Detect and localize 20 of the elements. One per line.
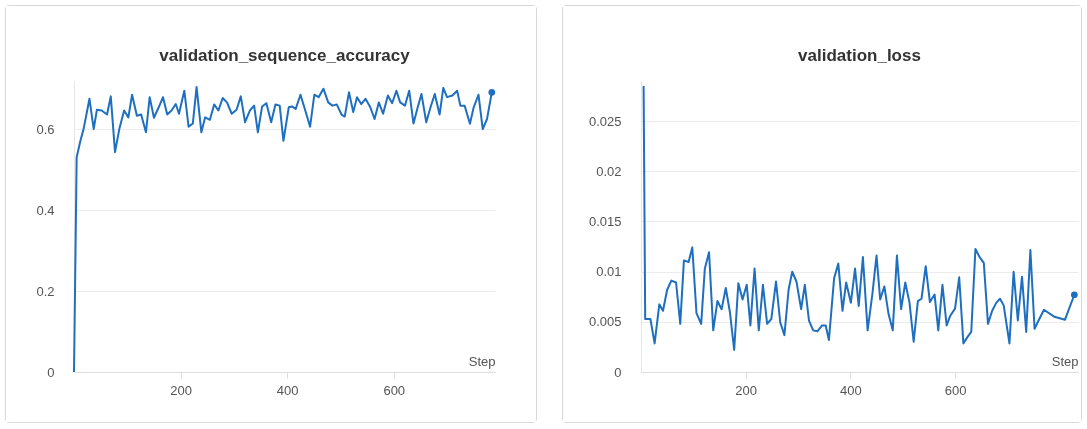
y-tick-label: 0.01 <box>596 264 622 280</box>
x-axis-title: Step <box>468 353 496 369</box>
x-tick-label: 400 <box>276 382 299 398</box>
y-tick-label: 0 <box>47 364 55 380</box>
x-axis-title: Step <box>1051 353 1079 369</box>
y-tick-label: 0.4 <box>36 202 55 218</box>
y-tick-label: 0.6 <box>36 122 55 137</box>
chart-title: validation_sequence_accuracy <box>159 46 411 65</box>
x-tick-label: 600 <box>944 382 967 398</box>
x-tick-label: 200 <box>170 382 192 398</box>
y-tick-label: 0.02 <box>596 163 622 179</box>
y-tick-label: 0.2 <box>36 283 55 299</box>
y-tick-label: 0.015 <box>588 213 622 229</box>
x-tick-label: 200 <box>735 382 758 398</box>
y-tick-label: 0 <box>614 364 622 380</box>
x-tick-label: 400 <box>839 382 862 398</box>
x-tick-label: 600 <box>383 382 406 398</box>
chart-title: validation_loss <box>798 46 921 65</box>
y-tick-label: 0.025 <box>588 113 622 129</box>
y-tick-label: 0.005 <box>588 314 622 330</box>
